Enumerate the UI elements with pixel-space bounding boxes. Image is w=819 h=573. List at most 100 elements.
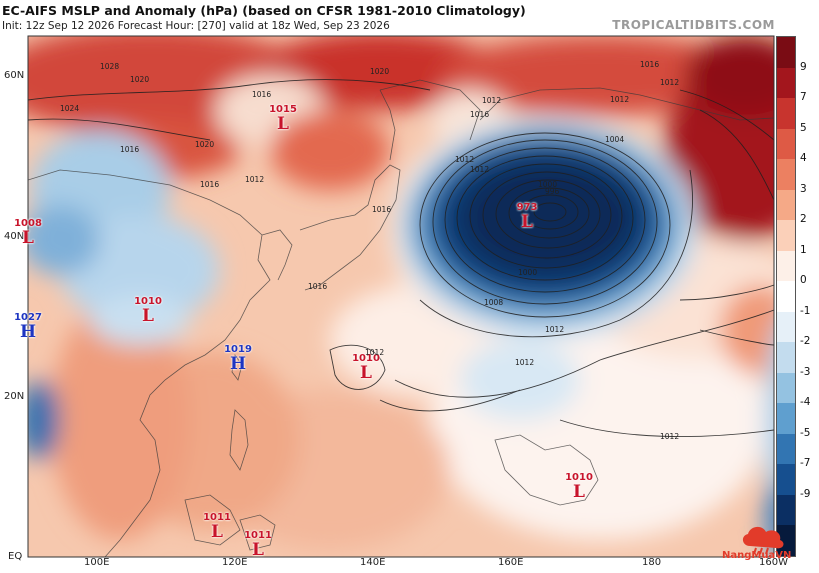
colorbar-segment bbox=[777, 525, 795, 556]
colorbar-tick-label: 0 bbox=[800, 274, 807, 287]
low-pressure-value: 1011 bbox=[203, 512, 231, 523]
low-pressure-marker: L bbox=[521, 212, 533, 232]
low-pressure-marker: L bbox=[211, 522, 223, 542]
colorbar-segment bbox=[777, 159, 795, 190]
colorbar-segment bbox=[777, 250, 795, 282]
lon-label: 160W bbox=[759, 557, 788, 568]
isobar-label: 1020 bbox=[370, 67, 390, 76]
isobar-label: 1012 bbox=[245, 175, 265, 184]
lon-label: 140E bbox=[360, 557, 386, 568]
isobar-label: 1020 bbox=[195, 140, 215, 149]
colorbar-segment bbox=[777, 433, 795, 465]
isobar-label: 1004 bbox=[605, 135, 625, 144]
isobar-label: 1020 bbox=[130, 75, 150, 84]
isobar-label: 1024 bbox=[60, 104, 80, 113]
colorbar bbox=[776, 36, 796, 557]
lon-label: 100E bbox=[84, 557, 110, 568]
colorbar-tick-label: -5 bbox=[800, 426, 811, 439]
isobar-label: 1012 bbox=[660, 432, 680, 441]
isobar-label: 1028 bbox=[100, 62, 120, 71]
logo-text: NangMuaVN bbox=[722, 550, 792, 561]
colorbar-tick-label: 5 bbox=[800, 121, 807, 134]
colorbar-tick-label: -4 bbox=[800, 396, 811, 409]
low-pressure-value: 1015 bbox=[269, 104, 297, 115]
isobar-label: 1012 bbox=[610, 95, 630, 104]
cloud-icon bbox=[742, 526, 784, 549]
rain-icon bbox=[753, 547, 769, 555]
low-pressure-marker: L bbox=[252, 540, 264, 560]
low-pressure-marker: L bbox=[142, 306, 154, 326]
brand-watermark: TROPICALTIDBITS.COM bbox=[612, 18, 775, 32]
colorbar-segment bbox=[777, 189, 795, 221]
isobar-label: 1012 bbox=[545, 325, 565, 334]
colorbar-tick-label: 7 bbox=[800, 91, 807, 104]
lon-label: 180 bbox=[642, 557, 662, 568]
isobar-label: 1016 bbox=[308, 282, 328, 291]
colorbar-segment bbox=[777, 128, 795, 160]
forecast-info: Init: 12z Sep 12 2026 Forecast Hour: [27… bbox=[2, 20, 390, 32]
high-pressure-value: 1019 bbox=[224, 344, 252, 355]
low-pressure-marker: L bbox=[360, 363, 372, 383]
colorbar-segment bbox=[777, 464, 795, 495]
isobar-label: 1016 bbox=[120, 145, 140, 154]
colorbar-segment bbox=[777, 372, 795, 404]
chart-title: EC-AIFS MSLP and Anomaly (hPa) (based on… bbox=[2, 3, 526, 18]
isobar-label: 1012 bbox=[365, 348, 385, 357]
lat-label: EQ bbox=[8, 551, 23, 562]
colorbar-tick-label: -1 bbox=[800, 304, 811, 317]
high-pressure-marker: H bbox=[19, 322, 37, 342]
isobar-label: 1012 bbox=[660, 78, 680, 87]
colorbar-segment bbox=[777, 342, 795, 373]
colorbar-segment bbox=[777, 37, 795, 68]
colorbar-segment bbox=[777, 98, 795, 129]
isobar-label: 1012 bbox=[455, 155, 475, 164]
isobar-label: 1012 bbox=[515, 358, 535, 367]
colorbar-segment bbox=[777, 311, 795, 343]
coastlines bbox=[28, 79, 774, 557]
colorbar-segment bbox=[777, 494, 795, 526]
low-pressure-value: 973 bbox=[516, 202, 538, 213]
isobar-label: 1008 bbox=[484, 298, 504, 307]
low-pressure-value: 1011 bbox=[244, 530, 272, 541]
colorbar-segment bbox=[777, 403, 795, 434]
colorbar-tick-label: 9 bbox=[800, 60, 807, 73]
high-pressure-marker: H bbox=[229, 354, 247, 374]
colorbar-tick-label: 4 bbox=[800, 152, 807, 165]
colorbar-tick-label: -9 bbox=[800, 487, 811, 500]
high-pressure-value: 1027 bbox=[14, 312, 42, 323]
colorbar-segment bbox=[777, 281, 795, 312]
isobar-label: 1016 bbox=[200, 180, 220, 189]
lat-label: 60N bbox=[4, 70, 25, 81]
colorbar-tick-label: 1 bbox=[800, 243, 807, 256]
isobars bbox=[28, 79, 774, 438]
isobar-label: 996 bbox=[545, 187, 560, 196]
lat-label: 20N bbox=[4, 391, 25, 402]
low-pressure-value: 1010 bbox=[352, 353, 380, 364]
isobar-label: 1016 bbox=[640, 60, 660, 69]
colorbar-tick-label: 3 bbox=[800, 182, 807, 195]
colorbar-tick-label: 2 bbox=[800, 213, 807, 226]
nangmuavn-logo bbox=[742, 526, 784, 555]
isobar-label: 1012 bbox=[470, 165, 490, 174]
colorbar-tick-label: -3 bbox=[800, 365, 811, 378]
colorbar-segment bbox=[777, 67, 795, 99]
low-pressure-marker: L bbox=[22, 228, 34, 248]
lat-label: 40N bbox=[4, 231, 25, 242]
isobar-label: 1000 bbox=[538, 180, 558, 189]
colorbar-segment bbox=[777, 220, 795, 251]
low-pressure-value: 1008 bbox=[14, 218, 42, 229]
low-pressure-value: 1010 bbox=[134, 296, 162, 307]
low-pressure-marker: L bbox=[277, 114, 289, 134]
isobar-label: 1016 bbox=[470, 110, 490, 119]
anomaly-field bbox=[28, 36, 774, 557]
colorbar-tick-label: -2 bbox=[800, 335, 811, 348]
lon-label: 160E bbox=[498, 557, 524, 568]
isobar-label: 1012 bbox=[482, 96, 502, 105]
lon-label: 120E bbox=[222, 557, 248, 568]
isobar-label: 1016 bbox=[252, 90, 272, 99]
colorbar-tick-label: -7 bbox=[800, 457, 811, 470]
low-pressure-marker: L bbox=[573, 482, 585, 502]
low-pressure-value: 1010 bbox=[565, 472, 593, 483]
isobar-label: 1000 bbox=[518, 268, 538, 277]
